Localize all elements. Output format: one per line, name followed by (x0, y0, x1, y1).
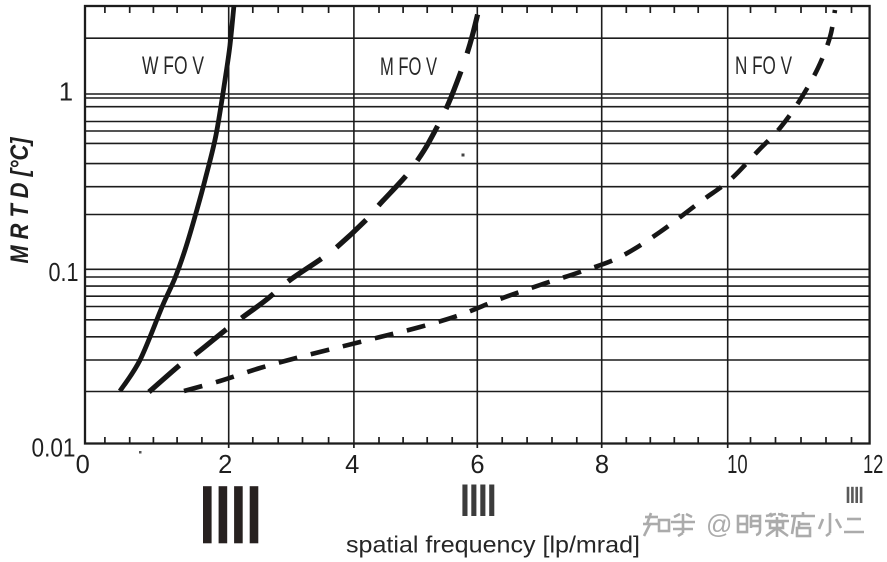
svg-text:N FO V: N FO V (735, 52, 792, 80)
svg-text:0.1: 0.1 (49, 259, 79, 287)
svg-text:12: 12 (863, 451, 884, 479)
svg-text:@: @ (706, 509, 732, 539)
svg-text:0: 0 (76, 451, 90, 479)
svg-text:spatial frequency [lp/mrad]: spatial frequency [lp/mrad] (346, 532, 640, 558)
svg-text:M R T D [°C]: M R T D [°C] (6, 136, 34, 263)
svg-text:10: 10 (727, 451, 748, 479)
svg-text:4: 4 (345, 451, 359, 479)
svg-text:0.01: 0.01 (32, 435, 76, 463)
svg-text:W FO V: W FO V (142, 52, 204, 80)
svg-text:1: 1 (59, 79, 73, 107)
svg-text:M FO V: M FO V (380, 53, 437, 81)
svg-text:8: 8 (595, 451, 609, 479)
svg-text:2: 2 (218, 451, 232, 479)
svg-text:6: 6 (470, 451, 484, 479)
